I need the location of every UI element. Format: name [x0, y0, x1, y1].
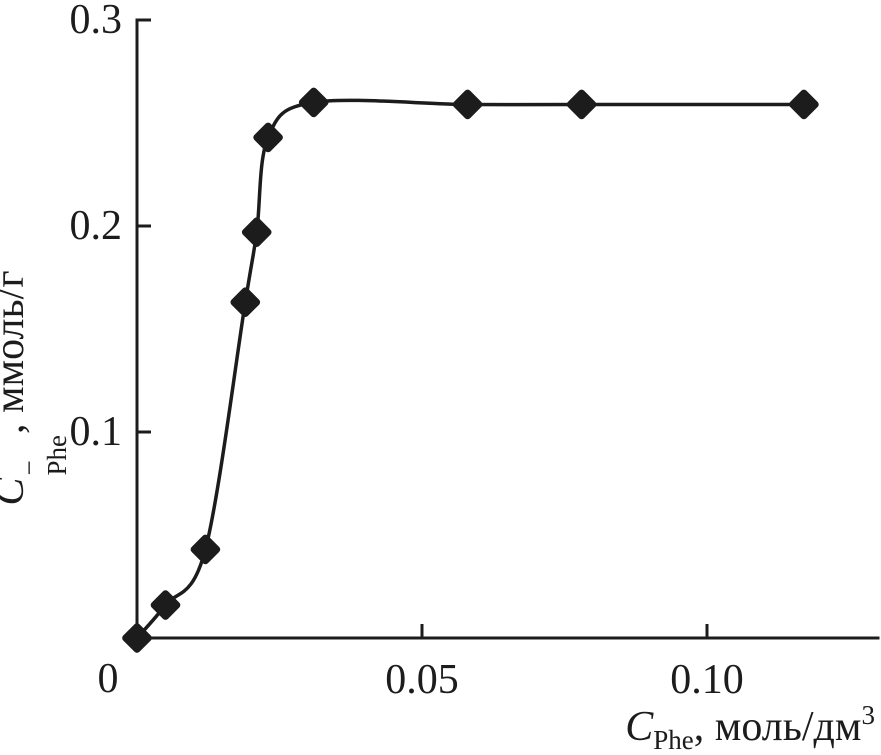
x-tick-label: 0.05: [385, 657, 459, 703]
diamond-marker: [566, 89, 597, 120]
x-axis-symbol: C: [625, 704, 654, 750]
y-tick-label: 0.2: [70, 203, 123, 249]
y-tick-label: 0.1: [70, 409, 123, 455]
axes-line: [135, 18, 880, 640]
x-axis-subscript: Phe: [653, 725, 694, 755]
y-tick-label: 0.3: [70, 0, 123, 43]
y-axis-superscript: −: [14, 460, 44, 476]
data-curve: [135, 98, 806, 640]
diamond-marker: [452, 89, 483, 120]
diamond-marker: [253, 122, 283, 153]
diamond-marker: [230, 287, 261, 318]
y-axis-symbol: C: [0, 478, 33, 506]
y-axis-supsub: − Phe: [14, 435, 72, 476]
y-axis-units: , ммоль/г: [0, 270, 33, 434]
diamond-marker: [241, 217, 272, 247]
diamond-marker: [150, 590, 181, 620]
diamond-marker: [298, 87, 329, 118]
y-axis-subscript: Phe: [42, 435, 72, 476]
diamond-marker: [789, 89, 819, 120]
x-axis-superscript: 3: [861, 700, 876, 730]
y-axis-title: C−Phe, ммоль/г: [0, 270, 72, 506]
x-tick-label: 0.10: [670, 657, 744, 703]
x-axis-title: CPhe, моль/дм3: [625, 702, 875, 754]
origin-tick-label: 0: [98, 656, 119, 702]
diamond-marker: [122, 623, 152, 653]
diamond-marker: [190, 534, 221, 565]
x-axis-units: , моль/дм: [693, 704, 862, 750]
